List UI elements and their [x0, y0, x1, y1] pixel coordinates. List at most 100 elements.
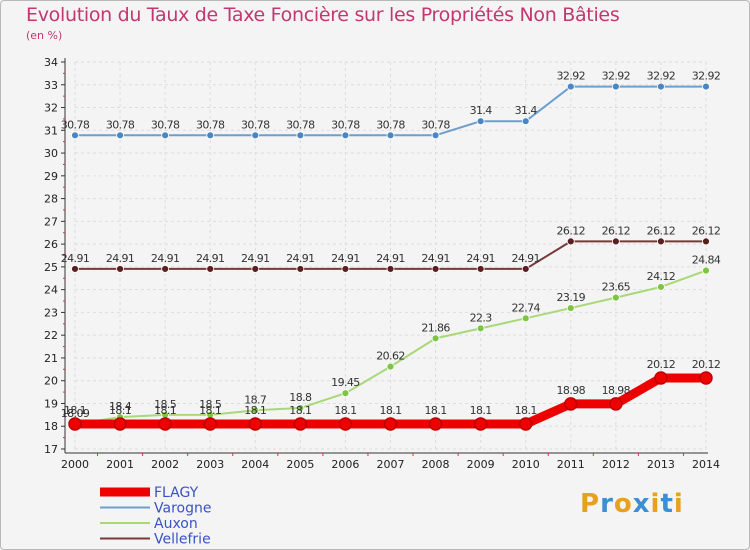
- x-tick-label: 2001: [106, 458, 134, 471]
- y-tick-label: 31: [44, 124, 58, 137]
- x-tick-label: 2007: [377, 458, 405, 471]
- data-point: [611, 82, 620, 91]
- x-tick-label: 2014: [692, 458, 720, 471]
- data-point: [296, 404, 305, 412]
- logo-letter: P: [580, 489, 601, 519]
- y-tick-label: 20: [44, 375, 58, 388]
- data-point: [476, 265, 485, 273]
- data-label: 24.12: [647, 270, 676, 283]
- data-label: 32.92: [557, 70, 586, 83]
- data-label: 18.8: [289, 391, 312, 404]
- chart-subtitle: (en %): [26, 29, 63, 42]
- data-label: 18.98: [602, 384, 631, 397]
- data-label: 19.45: [331, 376, 360, 389]
- y-tick-label: 33: [44, 79, 58, 92]
- y-tick-label: 32: [44, 102, 58, 115]
- y-tick-label: 34: [44, 56, 58, 69]
- data-point: [566, 237, 575, 246]
- data-point: [113, 417, 127, 431]
- data-point: [657, 237, 665, 246]
- data-point: [521, 314, 530, 323]
- data-label: 31.4: [470, 104, 493, 117]
- x-tick-label: 2008: [422, 458, 450, 471]
- logo-letter: r: [600, 489, 614, 519]
- data-point: [611, 237, 620, 246]
- data-point: [699, 371, 713, 385]
- data-label: 30.78: [421, 118, 450, 131]
- y-tick-label: 30: [44, 147, 58, 160]
- data-point: [251, 406, 260, 415]
- data-point: [431, 131, 440, 140]
- data-point: [341, 131, 350, 140]
- data-point: [657, 82, 665, 91]
- data-point: [338, 417, 353, 431]
- data-label: 24.84: [692, 254, 721, 267]
- x-tick-label: 2009: [467, 458, 495, 471]
- data-label: 32.92: [692, 70, 721, 83]
- data-label: 23.65: [602, 281, 631, 294]
- data-point: [251, 265, 260, 273]
- data-label: 18.7: [244, 393, 267, 406]
- x-tick-label: 2011: [557, 458, 585, 471]
- series-vellefrie: 24.91 24.91 24.91 24.91 24.91 24.91 24.91 24.91…: [61, 224, 721, 273]
- data-point: [609, 397, 623, 411]
- data-label: 18.1: [515, 404, 537, 417]
- data-label: 30.78: [61, 118, 90, 131]
- data-label: 30.78: [106, 118, 135, 131]
- chart-title: Evolution du Taux de Taxe Foncière sur l…: [26, 4, 620, 26]
- data-point: [383, 417, 398, 431]
- grid: [74, 61, 707, 450]
- data-label: 30.78: [196, 118, 225, 131]
- data-point: [71, 131, 79, 140]
- data-label: 26.12: [602, 224, 631, 237]
- data-label: 30.78: [241, 118, 270, 131]
- data-label: 18.1: [199, 404, 221, 417]
- x-tick-label: 2005: [286, 458, 314, 471]
- proxiti-logo: Proxiti: [580, 489, 684, 519]
- x-tick-label: 2010: [512, 458, 540, 471]
- data-label: 18.1: [289, 404, 311, 417]
- data-point: [521, 265, 530, 273]
- data-point: [476, 324, 485, 333]
- data-point: [431, 334, 440, 343]
- data-label: 18.1: [64, 404, 86, 417]
- data-point: [296, 131, 305, 140]
- data-label: 20.12: [647, 358, 676, 371]
- data-point: [341, 389, 350, 398]
- data-label: 26.12: [692, 224, 721, 237]
- data-point: [386, 265, 395, 273]
- series-auxon: 18.09 18.4 18.5 18.5 18.7 18.8 19.45 20.62 21.86…: [61, 254, 721, 429]
- data-label: 24.91: [511, 252, 540, 265]
- y-tick-label: 22: [44, 329, 58, 342]
- data-label: 24.91: [376, 252, 405, 265]
- data-label: 30.78: [331, 118, 360, 131]
- data-point: [161, 131, 170, 140]
- data-label: 18.4: [109, 400, 132, 413]
- data-point: [566, 82, 575, 91]
- data-point: [386, 362, 395, 371]
- y-tick-label: 17: [44, 443, 58, 456]
- x-tick-label: 2006: [331, 458, 359, 471]
- logo-letter: i: [650, 489, 661, 519]
- data-label: 24.91: [106, 252, 135, 265]
- y-tick-label: 29: [44, 170, 58, 183]
- x-tick-label: 2012: [602, 458, 630, 471]
- data-label: 18.1: [379, 404, 401, 417]
- data-label: 21.86: [421, 321, 450, 334]
- data-label: 26.12: [647, 224, 676, 237]
- data-point: [566, 304, 575, 312]
- data-label: 24.91: [286, 252, 315, 265]
- data-point: [293, 417, 308, 431]
- data-point: [206, 265, 215, 273]
- data-label: 18.1: [470, 404, 492, 417]
- x-tick-label: 2000: [61, 458, 89, 471]
- data-point: [702, 82, 710, 91]
- data-label: 22.74: [511, 301, 540, 314]
- y-tick-label: 24: [44, 284, 58, 297]
- data-label: 24.91: [421, 252, 450, 265]
- y-tick-label: 25: [44, 261, 58, 274]
- data-label: 24.91: [61, 252, 90, 265]
- data-label: 32.92: [647, 70, 676, 83]
